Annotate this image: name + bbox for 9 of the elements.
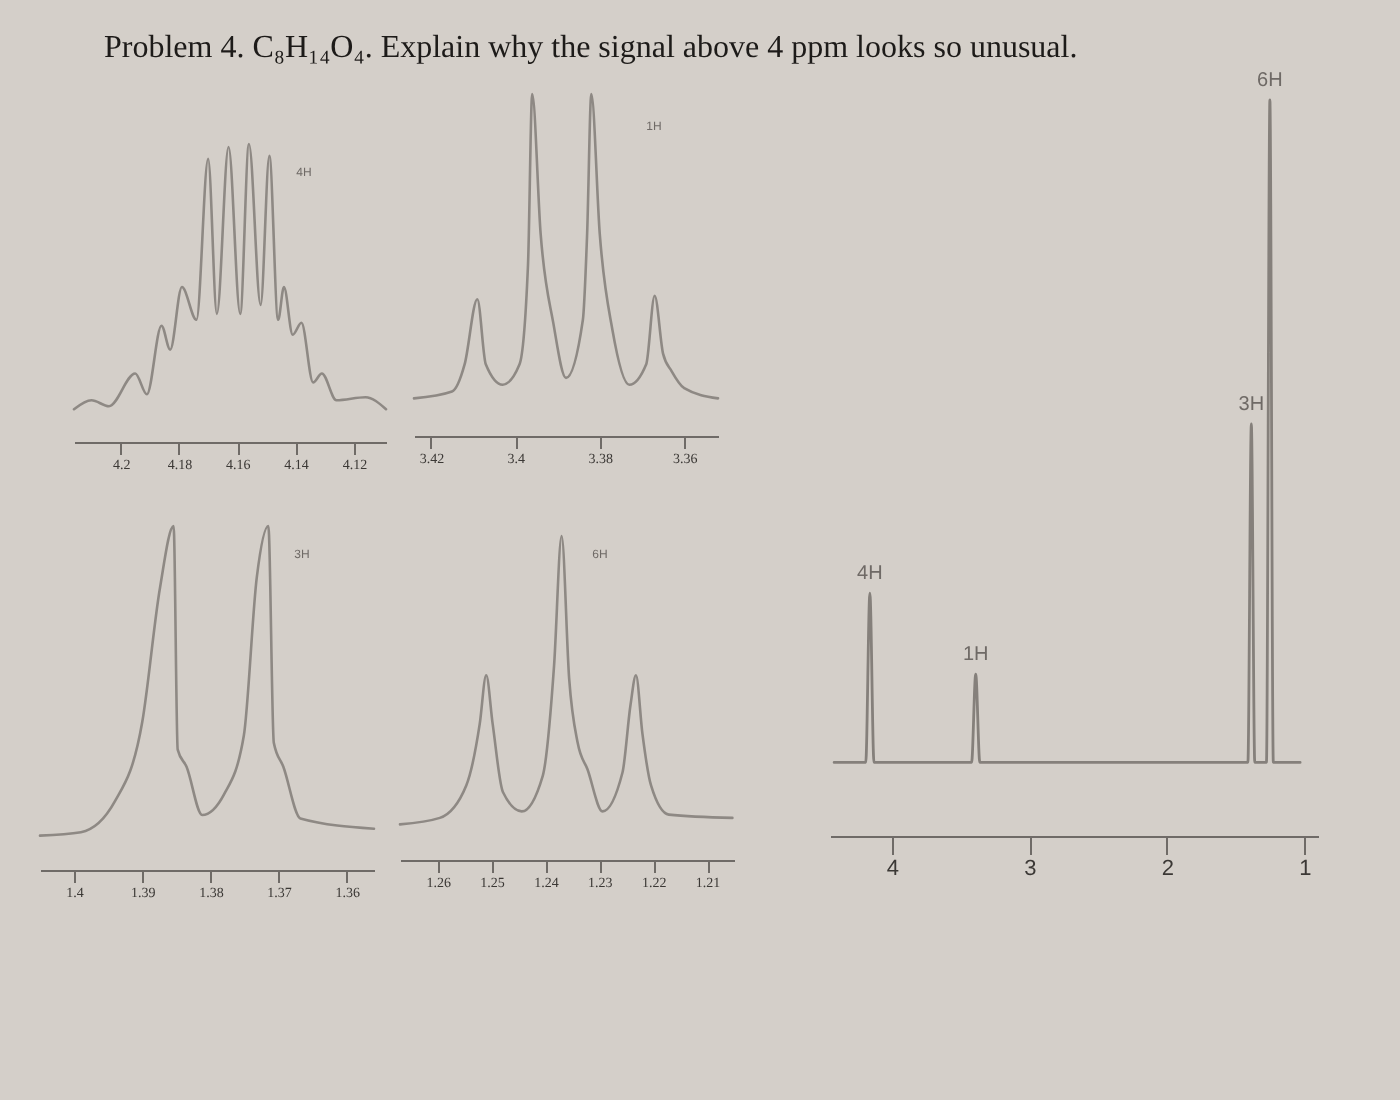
x-tick-label: 4	[886, 857, 899, 881]
x-tick-label: 2	[1161, 857, 1174, 881]
annotation: 1H	[962, 644, 989, 667]
x-tick-label: 3	[1024, 857, 1037, 881]
x-tick-label: 1	[1299, 857, 1312, 881]
annotation: 4H	[857, 563, 883, 586]
annotation: 6H	[1257, 70, 1283, 92]
text: Problem 4. C₈H₁₄O₄. Explain why the signal above 4 ppm looks so unusual.	[104, 30, 1078, 65]
annotation: 3H	[1238, 393, 1265, 416]
